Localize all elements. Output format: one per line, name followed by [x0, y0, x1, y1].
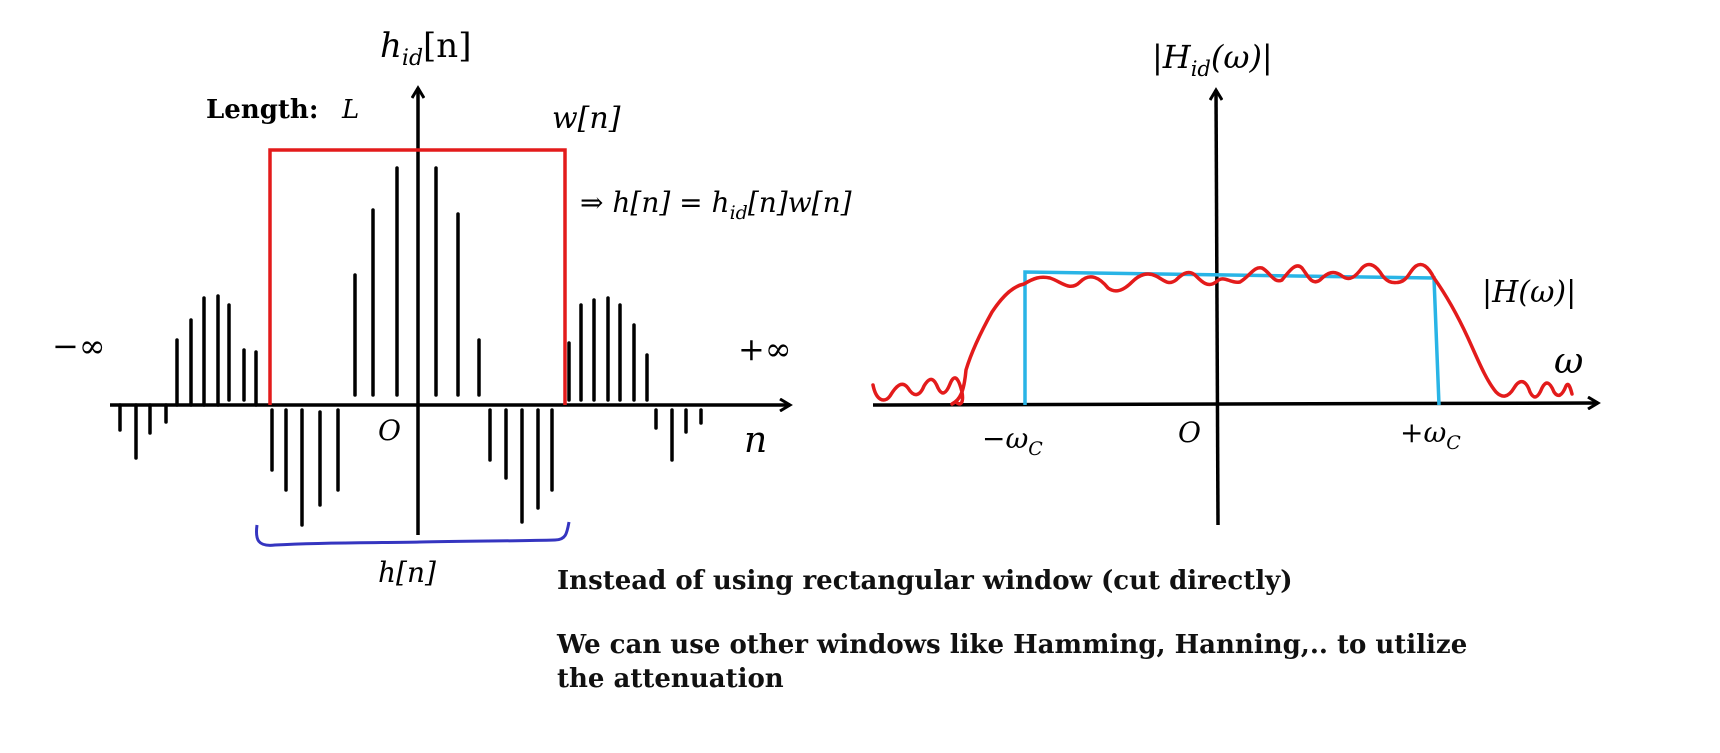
left-origin: O	[378, 414, 401, 447]
ideal-lowpass-response	[1023, 270, 1441, 406]
note-rectangular-window: Instead of using rectangular window (cut…	[557, 566, 1293, 596]
response-label: |H(ω)|	[1482, 275, 1576, 310]
right-origin: O	[1178, 416, 1201, 449]
left-axis-label: hid[n]	[380, 26, 471, 71]
left-x-label: n	[744, 420, 767, 461]
h-brace	[255, 521, 571, 547]
impulse-stems	[118, 166, 703, 527]
brace-label: h[n]	[378, 556, 436, 589]
right-spectrum-diagram: |Hid(ω)| |H(ω)| ω −ωC +ωC O	[871, 38, 1598, 526]
note-other-windows-line2: the attenuation	[557, 664, 784, 694]
note-other-windows-line1: We can use other windows like Hamming, H…	[557, 630, 1468, 660]
omega-axis	[872, 403, 1598, 405]
length-variable: L	[341, 95, 359, 125]
rectangular-window	[268, 148, 567, 405]
note-other-windows: We can use other windows like Hamming, H…	[557, 628, 1467, 696]
negative-infinity: −∞	[52, 327, 105, 365]
window-equation: ⇒ h[n] = hid[n]w[n]	[580, 186, 852, 224]
omega-axis-label: ω	[1554, 341, 1583, 382]
magnitude-axis	[1216, 90, 1218, 526]
window-label: w[n]	[552, 101, 621, 136]
positive-infinity: +∞	[738, 330, 791, 368]
left-impulse-diagram: hid[n] Length: L w[n] ⇒ h[n] = hid[n]w[n…	[52, 26, 852, 589]
positive-cutoff-label: +ωC	[1400, 416, 1461, 454]
negative-cutoff-label: −ωC	[982, 422, 1043, 460]
right-axis-label: |Hid(ω)|	[1152, 38, 1273, 81]
actual-response-curve	[871, 262, 1574, 406]
length-label: Length:	[206, 95, 318, 125]
